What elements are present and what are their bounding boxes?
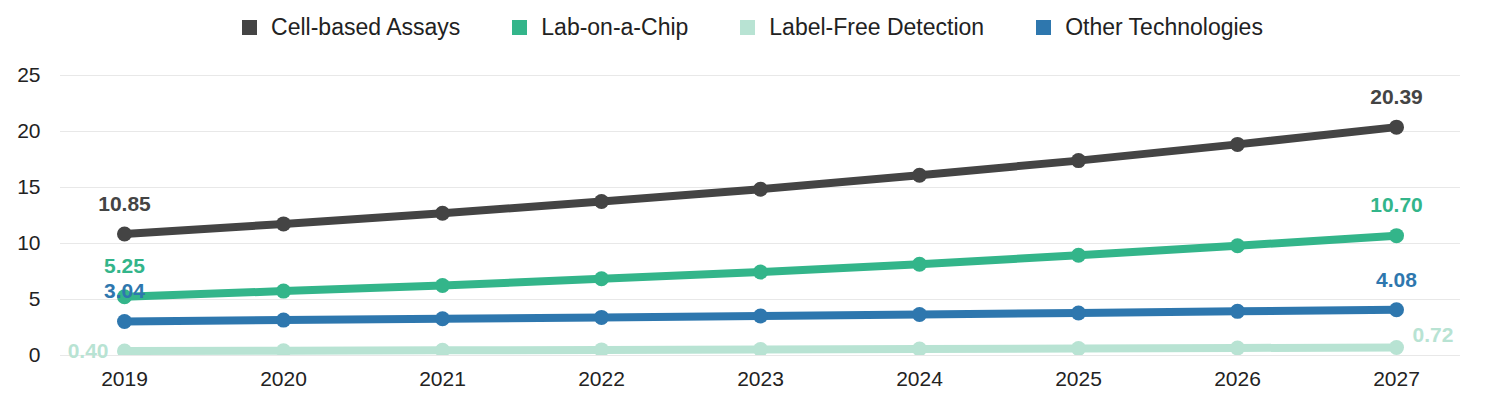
svg-text:5: 5: [29, 287, 41, 310]
svg-text:2027: 2027: [1373, 367, 1420, 390]
html-text:Cell-based Assays: Cell-based Assays: [271, 14, 461, 40]
svg-text:2024: 2024: [896, 367, 943, 390]
svg-text:2026: 2026: [1214, 367, 1261, 390]
svg-text:2023: 2023: [737, 367, 784, 390]
svg-text:2021: 2021: [419, 367, 466, 390]
svg-text:10.85: 10.85: [98, 192, 151, 215]
svg-text:2020: 2020: [260, 367, 307, 390]
svg-text:0: 0: [29, 343, 41, 366]
svg-text:2019: 2019: [101, 367, 148, 390]
html-text:Lab-on-a-Chip: Lab-on-a-Chip: [541, 14, 689, 40]
svg-text:15: 15: [17, 175, 40, 198]
svg-text:3.04: 3.04: [104, 279, 145, 302]
svg-text:5.25: 5.25: [104, 254, 145, 277]
svg-text:10.70: 10.70: [1370, 193, 1423, 216]
svg-text:2025: 2025: [1055, 367, 1102, 390]
svg-text:10: 10: [17, 231, 40, 254]
svg-text:0.72: 0.72: [1413, 323, 1454, 346]
svg-text:20.39: 20.39: [1370, 85, 1423, 108]
svg-text:25: 25: [17, 63, 40, 86]
html-text:Label-Free Detection: Label-Free Detection: [769, 14, 985, 40]
svg-text:4.08: 4.08: [1376, 268, 1417, 291]
svg-text:20: 20: [17, 119, 40, 142]
svg-text:0.40: 0.40: [68, 339, 109, 362]
svg-text:2022: 2022: [578, 367, 625, 390]
html-text:Other Technologies: Other Technologies: [1065, 14, 1263, 40]
